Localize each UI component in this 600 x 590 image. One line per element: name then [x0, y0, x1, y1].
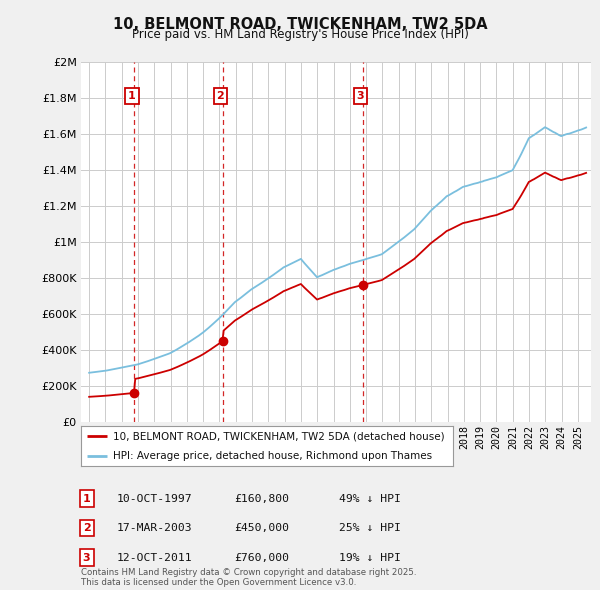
- Text: 1: 1: [128, 91, 136, 101]
- Text: Price paid vs. HM Land Registry's House Price Index (HPI): Price paid vs. HM Land Registry's House …: [131, 28, 469, 41]
- Text: Contains HM Land Registry data © Crown copyright and database right 2025.
This d: Contains HM Land Registry data © Crown c…: [81, 568, 416, 587]
- Text: 10, BELMONT ROAD, TWICKENHAM, TW2 5DA: 10, BELMONT ROAD, TWICKENHAM, TW2 5DA: [113, 17, 487, 31]
- Text: 3: 3: [356, 91, 364, 101]
- Text: 1: 1: [83, 494, 91, 503]
- Text: 12-OCT-2011: 12-OCT-2011: [117, 553, 193, 562]
- Text: 3: 3: [83, 553, 91, 562]
- Text: 2: 2: [83, 523, 91, 533]
- Text: 17-MAR-2003: 17-MAR-2003: [117, 523, 193, 533]
- Text: 19% ↓ HPI: 19% ↓ HPI: [339, 553, 401, 562]
- Text: 2: 2: [217, 91, 224, 101]
- Text: 49% ↓ HPI: 49% ↓ HPI: [339, 494, 401, 503]
- Text: 25% ↓ HPI: 25% ↓ HPI: [339, 523, 401, 533]
- Text: HPI: Average price, detached house, Richmond upon Thames: HPI: Average price, detached house, Rich…: [113, 451, 432, 461]
- Text: £160,800: £160,800: [234, 494, 289, 503]
- Text: 10, BELMONT ROAD, TWICKENHAM, TW2 5DA (detached house): 10, BELMONT ROAD, TWICKENHAM, TW2 5DA (d…: [113, 431, 444, 441]
- Text: £760,000: £760,000: [234, 553, 289, 562]
- Text: 10-OCT-1997: 10-OCT-1997: [117, 494, 193, 503]
- Text: £450,000: £450,000: [234, 523, 289, 533]
